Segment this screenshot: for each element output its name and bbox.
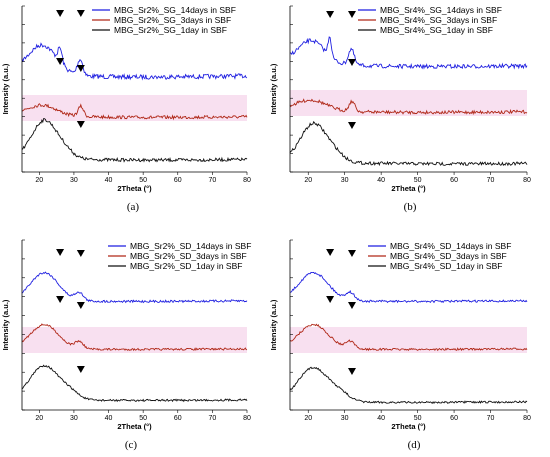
x-tick-label: 70 — [208, 177, 216, 184]
x-tick-label: 70 — [487, 177, 495, 184]
legend-label: MBG_Sr2%_SD_14days in SBF — [130, 241, 251, 251]
x-axis-label: 2Theta (°) — [117, 184, 152, 193]
y-axis-label: Intensity (a.u.) — [269, 299, 278, 350]
peak-marker — [326, 249, 335, 256]
x-tick-label: 20 — [304, 177, 312, 184]
x-tick-label: 50 — [139, 415, 147, 422]
peak-marker — [56, 249, 65, 256]
series-line-3days — [21, 103, 248, 121]
series-line-14days — [290, 271, 528, 304]
y-axis-label: Intensity (a.u.) — [1, 63, 10, 114]
xrd-panel-2: 20 30 40 50 60 70 80 2Theta (°) Intensity (a.u.)… — [269, 5, 531, 213]
x-axis-label: 2Theta (°) — [391, 422, 426, 431]
peak-marker — [347, 368, 356, 375]
x-tick-label: 20 — [35, 177, 43, 184]
legend-label: MBG_Sr4%_SG_1day in SBF — [380, 25, 493, 35]
x-tick-label: 40 — [105, 177, 113, 184]
x-tick-label: 50 — [414, 415, 422, 422]
peak-marker — [347, 11, 356, 18]
legend-label: MBG_Sr4%_SD_1day in SBF — [390, 261, 502, 271]
x-tick-label: 80 — [243, 415, 251, 422]
xrd-panel-4: 20 30 40 50 60 70 80 2Theta (°) Intensity (a.u.)… — [269, 239, 531, 451]
peak-marker — [347, 122, 356, 129]
x-tick-label: 80 — [523, 177, 531, 184]
series-line-3days — [289, 98, 528, 116]
peak-marker — [347, 59, 356, 66]
x-tick-label: 60 — [174, 177, 182, 184]
x-axis-label: 2Theta (°) — [117, 422, 152, 431]
x-tick-label: 80 — [523, 415, 531, 422]
highlight-band — [290, 327, 527, 353]
series-line-14days — [21, 271, 248, 304]
peak-marker — [76, 10, 85, 17]
series-line-14days — [289, 36, 528, 70]
panel-label: (d) — [408, 439, 421, 451]
panel-label: (c) — [125, 439, 138, 451]
series-line-3days — [289, 323, 528, 352]
legend-label: MBG_Sr2%_SG_1day in SBF — [114, 25, 227, 35]
legend-label: MBG_Sr2%_SG_3days in SBF — [114, 15, 231, 25]
series-line-1day — [21, 364, 248, 403]
peak-marker — [56, 10, 65, 17]
x-tick-label: 20 — [35, 415, 43, 422]
peak-marker — [326, 296, 335, 303]
peak-marker — [326, 11, 335, 18]
x-tick-label: 40 — [377, 177, 385, 184]
y-axis-label: Intensity (a.u.) — [269, 63, 278, 114]
x-tick-label: 60 — [450, 177, 458, 184]
legend-label: MBG_Sr4%_SD_3days in SBF — [390, 251, 507, 261]
legend-label: MBG_Sr4%_SD_14days in SBF — [390, 241, 511, 251]
series-line-1day — [21, 118, 248, 163]
x-tick-label: 30 — [341, 177, 349, 184]
y-axis-label: Intensity (a.u.) — [1, 299, 10, 350]
panel-label: (b) — [404, 201, 417, 213]
legend-label: MBG_Sr2%_SD_3days in SBF — [130, 251, 247, 261]
x-tick-label: 40 — [105, 415, 113, 422]
x-tick-label: 50 — [139, 177, 147, 184]
legend-label: MBG_Sr2%_SD_1day in SBF — [130, 261, 242, 271]
peak-marker — [76, 250, 85, 257]
x-tick-label: 60 — [174, 415, 182, 422]
peak-marker — [56, 58, 65, 65]
panel-label: (a) — [127, 201, 140, 213]
legend-label: MBG_Sr4%_SG_3days in SBF — [380, 15, 497, 25]
series-line-14days — [21, 42, 248, 81]
x-tick-label: 60 — [450, 415, 458, 422]
xrd-panel-1: 20 30 40 50 60 70 80 2Theta (°) Intensity (a.u.)… — [1, 5, 251, 213]
series-line-1day — [289, 366, 528, 404]
x-tick-label: 50 — [414, 177, 422, 184]
x-tick-label: 30 — [70, 177, 78, 184]
legend-label: MBG_Sr2%_SG_14days in SBF — [114, 5, 236, 15]
peak-marker — [56, 296, 65, 303]
peak-marker — [76, 65, 85, 72]
legend-label: MBG_Sr4%_SG_14days in SBF — [380, 5, 502, 15]
x-tick-label: 40 — [377, 415, 385, 422]
peak-marker — [76, 121, 85, 128]
x-tick-label: 70 — [487, 415, 495, 422]
x-tick-label: 30 — [70, 415, 78, 422]
peak-marker — [76, 366, 85, 373]
xrd-panel-3: 20 30 40 50 60 70 80 2Theta (°) Intensity (a.u.)… — [1, 239, 251, 451]
x-tick-label: 20 — [304, 415, 312, 422]
peak-marker — [347, 250, 356, 257]
peak-marker — [347, 302, 356, 309]
peak-marker — [76, 302, 85, 309]
x-tick-label: 80 — [243, 177, 251, 184]
x-tick-label: 70 — [208, 415, 216, 422]
series-line-1day — [289, 120, 528, 167]
x-tick-label: 30 — [341, 415, 349, 422]
x-axis-label: 2Theta (°) — [391, 184, 426, 193]
series-line-3days — [21, 323, 248, 352]
